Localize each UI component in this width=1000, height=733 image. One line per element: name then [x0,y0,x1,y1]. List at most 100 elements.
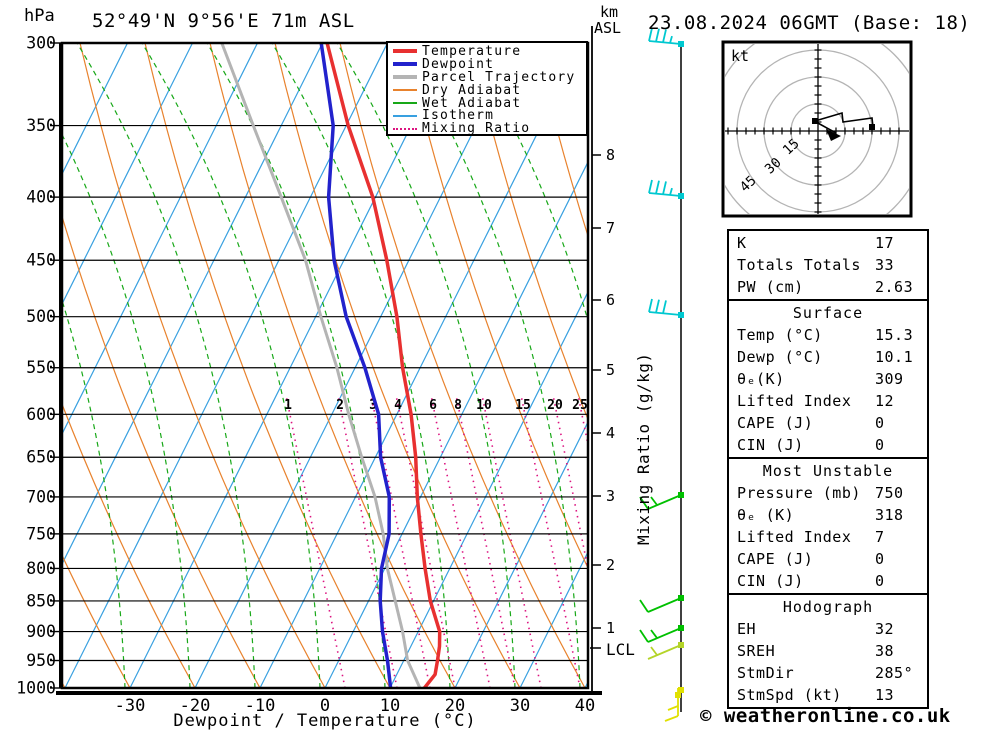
temp-tick-label: 0 [320,696,330,716]
isotherm-line [62,43,324,566]
km-tick-label: 4 [606,424,615,442]
pressure-tick-label: 450 [26,251,56,270]
stat-label: StmDir [737,664,795,682]
barb-full [662,181,667,195]
legend-line-swatch [393,62,417,67]
km-tick-label: 2 [606,556,615,574]
pressure-tick-label: 800 [26,559,56,578]
pressure-tick-label: 1000 [16,679,56,698]
stat-row: Totals Totals 33 [729,254,927,276]
altitude-axis-unit: km ASL [594,4,621,36]
legend-label: Parcel Trajectory [422,69,576,85]
legend-label: Isotherm [422,108,495,124]
hodograph-dot [812,118,818,124]
wet-adiabat-line [76,43,256,688]
hodograph-arrowhead [826,129,841,141]
temp-tick-label: -10 [245,696,276,716]
wet-adiabat-line [206,43,386,688]
stat-value: 750 [875,484,904,502]
barb-staff [648,192,682,197]
mixing-ratio-labels: 1 2 3 4 6 8 10 15 20 25 [284,398,588,413]
stat-label: K [737,234,747,252]
stats-table: K 17 Totals Totals 33 PW (cm) 2.63 [727,229,929,301]
pressure-tick-label: 650 [26,448,56,467]
stat-row: SREH 38 [729,640,927,662]
mixing-ratio-value: 3 [369,398,377,413]
altitude-axis-unit-km: km [600,3,619,21]
pressure-tick-label: 300 [26,34,56,53]
isotherm-line [324,160,588,688]
stat-label: EH [737,620,757,638]
wet-adiabat-line [466,43,588,323]
stat-row: CAPE (J) 0 [729,548,927,570]
barb-full [639,599,649,613]
hodograph-unit-label: kt [731,47,749,65]
wet-adiabat-line [401,43,581,688]
barb-staff [647,494,682,510]
stat-label: CAPE (J) [737,414,814,432]
legend-label: Temperature [422,43,522,59]
stat-row: StmDir 285° [729,662,927,684]
bottom-axis-bar [56,691,602,695]
barb-full [639,496,649,510]
km-tick-label: 5 [606,361,615,379]
pressure-axis-unit: hPa [24,6,55,26]
barb-dot [678,642,684,648]
barb-full [639,629,649,643]
pressure-tick-label: 700 [26,487,56,506]
mixing-ratio-value: 20 [547,398,563,413]
barb-full [648,179,653,194]
stat-label: Temp (°C) [737,326,823,344]
stat-label: θₑ(K) [737,370,785,388]
barb-dot [678,492,684,498]
copyright: © weatheronline.co.uk [700,705,951,727]
stats-panel: K 17 Totals Totals 33 PW (cm) 2.63 Surface Temp… [727,229,929,709]
barb-half [669,35,673,44]
dry-adiabat-line [209,43,456,688]
skewt-background-lines [62,43,588,688]
stats-table-header: Hodograph [782,598,874,616]
temp-tick-label: 40 [575,696,595,716]
mixing-ratio-line [520,394,581,688]
stat-value: 2.63 [875,278,914,296]
wind-barb [647,642,684,660]
km-tick-label: 3 [606,487,615,505]
stat-value: 7 [875,528,885,546]
wind-barb [639,492,684,510]
hodograph-border [721,40,913,218]
temp-tick-label: 30 [510,696,530,716]
isotherm-line [194,43,519,688]
wet-adiabat-line [336,43,516,688]
temperature-curve [325,43,442,688]
legend-line-swatch [393,102,417,104]
stat-row: Lifted Index 7 [729,526,927,548]
stats-table: Surface Temp (°C) 15.3 Dewp (°C) 10.1 θₑ(K) 30… [727,299,929,459]
legend-item: Temperature [393,43,586,59]
barb-dot [678,687,684,693]
km-tick-label: 8 [606,146,615,164]
barb-full [655,180,660,194]
stat-row: EH 32 [729,618,927,640]
mixing-ratio-line [481,394,542,688]
barb-half [669,187,673,196]
stat-label: PW (cm) [737,278,804,296]
wind-barb [648,298,684,318]
barb-staff [647,644,682,660]
wind-barb [664,687,684,722]
barb-full [664,715,679,722]
dry-adiabat-line [62,402,196,688]
dewpoint-curve [319,43,393,688]
dry-adiabat-line [469,43,588,421]
dry-adiabat-line [274,43,521,688]
stat-value: 10.1 [875,348,914,366]
mixing-ratio-value: 10 [476,398,492,413]
stat-label: CIN (J) [737,572,804,590]
stat-row: PW (cm) 2.63 [729,276,927,298]
barb-dot [678,625,684,631]
pressure-tick-label: 600 [26,405,56,424]
mixing-ratio-value: 1 [284,398,292,413]
km-tick-label: 1 [606,619,615,637]
wind-barb [648,179,684,199]
barb-dot [678,312,684,318]
stat-row: Dewp (°C) 10.1 [729,346,927,368]
